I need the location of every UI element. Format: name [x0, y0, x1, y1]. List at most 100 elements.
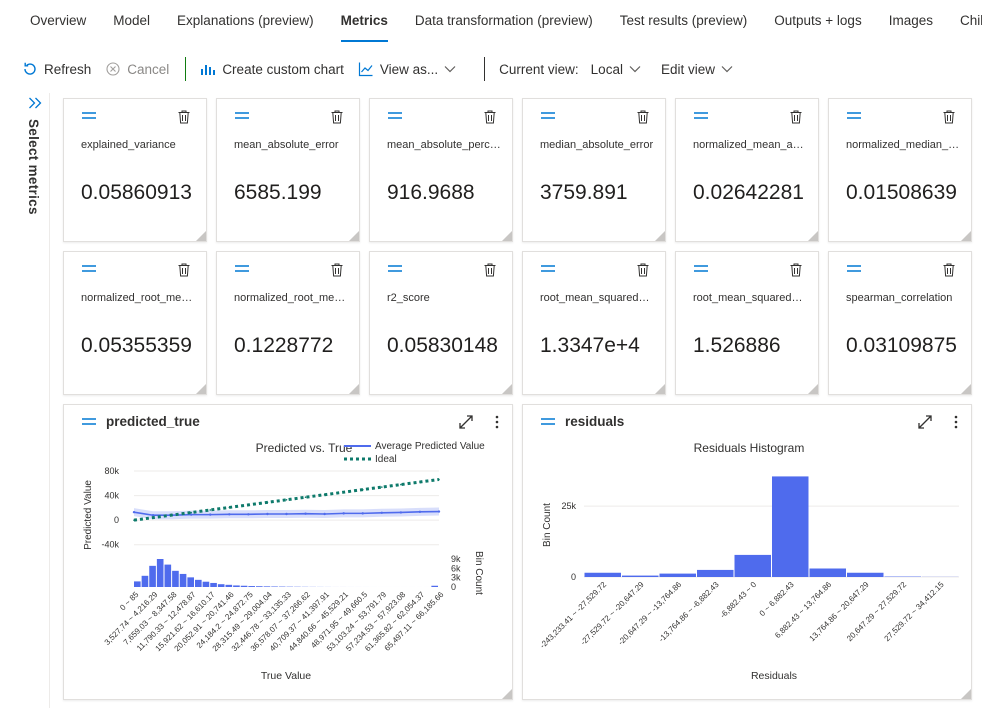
refresh-button[interactable]: Refresh	[22, 61, 91, 77]
x-tick-label: -20,647.29 ~ -13,764.86	[616, 580, 683, 647]
drag-handle-icon[interactable]	[82, 418, 96, 426]
drag-handle-icon[interactable]	[541, 418, 555, 426]
count-tick-label: 6k	[451, 563, 461, 573]
delete-icon[interactable]	[484, 110, 496, 124]
more-options-icon[interactable]	[953, 414, 959, 430]
panel-title: predicted_true	[106, 414, 200, 429]
refresh-icon	[24, 62, 36, 75]
data-point-average	[342, 512, 345, 515]
data-point-ideal	[323, 493, 326, 496]
edit-view-dropdown[interactable]: Edit view	[661, 62, 739, 77]
drag-handle-icon[interactable]	[847, 112, 861, 120]
drag-handle-icon[interactable]	[235, 112, 249, 120]
resize-handle[interactable]	[961, 231, 971, 241]
x-tick-label: -27,529.72 ~ -20,647.29	[579, 580, 646, 647]
tab-overview[interactable]: Overview	[30, 13, 87, 28]
resize-handle[interactable]	[502, 231, 512, 241]
histogram-bar	[659, 573, 696, 577]
resize-handle[interactable]	[502, 689, 512, 699]
data-point-ideal	[285, 499, 288, 501]
metric-name: mean_absolute_perce...	[387, 139, 502, 151]
tab-data-transformation-preview[interactable]: Data transformation (preview)	[414, 13, 593, 28]
drag-handle-icon[interactable]	[82, 265, 96, 273]
drag-handle-icon[interactable]	[82, 112, 96, 120]
drag-handle-icon[interactable]	[541, 112, 555, 120]
drag-handle-icon[interactable]	[235, 265, 249, 273]
y-tick-label: 0	[114, 515, 119, 525]
count-bar	[156, 559, 164, 587]
residuals-panel: residuals Residuals Histogram Bin Count 25…	[522, 404, 972, 700]
metric-value: 916.9688	[387, 181, 475, 204]
resize-handle[interactable]	[655, 384, 665, 394]
delete-icon[interactable]	[637, 110, 649, 124]
tab-model[interactable]: Model	[113, 13, 151, 28]
expand-icon[interactable]	[458, 414, 474, 430]
view-as-dropdown[interactable]: View as...	[358, 61, 462, 77]
metric-value: 0.01508639	[846, 181, 957, 204]
resize-handle[interactable]	[196, 384, 206, 394]
drag-handle-icon[interactable]	[694, 265, 708, 273]
current-view-dropdown[interactable]: Local	[591, 62, 647, 77]
metric-name: normalized_mean_abs...	[693, 139, 808, 151]
delete-icon[interactable]	[331, 263, 343, 277]
metric-value: 6585.199	[234, 181, 322, 204]
data-point-average	[151, 514, 155, 517]
x-tick-label: 0 ~ 6,882.43	[758, 580, 796, 618]
expand-icon[interactable]	[917, 414, 933, 430]
resize-handle[interactable]	[808, 384, 818, 394]
delete-icon[interactable]	[943, 263, 955, 277]
cancel-button[interactable]: Cancel	[105, 61, 169, 77]
metric-card: normalized_root_mea... 0.05355359	[63, 251, 207, 395]
count-bar	[141, 575, 149, 587]
tab-metrics[interactable]: Metrics	[340, 0, 389, 42]
resize-handle[interactable]	[502, 384, 512, 394]
delete-icon[interactable]	[943, 110, 955, 124]
resize-handle[interactable]	[808, 231, 818, 241]
data-point-ideal	[190, 511, 192, 514]
delete-icon[interactable]	[637, 263, 649, 277]
delete-icon[interactable]	[331, 110, 343, 124]
resize-handle[interactable]	[961, 384, 971, 394]
metric-value: 0.05830148	[387, 334, 498, 357]
drag-handle-icon[interactable]	[541, 265, 555, 273]
drag-handle-icon[interactable]	[694, 112, 708, 120]
drag-handle-icon[interactable]	[388, 112, 402, 120]
delete-icon[interactable]	[790, 263, 802, 277]
predicted-true-panel: predicted_true Predicted vs. True Average…	[63, 404, 513, 700]
tab-outputs-logs[interactable]: Outputs + logs	[774, 13, 862, 28]
resize-handle[interactable]	[349, 231, 359, 241]
delete-icon[interactable]	[178, 263, 190, 277]
metric-card: normalized_root_mea... 0.1228772	[216, 251, 360, 395]
drag-handle-icon[interactable]	[388, 265, 402, 273]
resize-handle[interactable]	[349, 384, 359, 394]
resize-handle[interactable]	[961, 689, 971, 699]
tab-test-results-preview[interactable]: Test results (preview)	[619, 13, 748, 28]
delete-icon[interactable]	[484, 263, 496, 277]
count-tick-label: 9k	[451, 554, 461, 564]
delete-icon[interactable]	[790, 110, 802, 124]
y-tick-label: 25k	[561, 501, 576, 511]
x-tick-label: -6,882.43 ~ 0	[718, 580, 758, 620]
toolbar-separator	[484, 57, 486, 81]
double-chevron-right-icon[interactable]	[28, 97, 42, 109]
data-point-average	[266, 512, 269, 516]
x-axis-label: True Value	[261, 670, 311, 682]
drag-handle-icon[interactable]	[847, 265, 861, 273]
create-custom-chart-button[interactable]: Create custom chart	[200, 61, 344, 77]
tab-explanations-preview[interactable]: Explanations (preview)	[177, 13, 314, 28]
data-point-average	[209, 513, 212, 516]
select-metrics-label[interactable]: Select metrics	[26, 119, 41, 215]
create-custom-chart-label: Create custom chart	[222, 61, 344, 77]
histogram-bar	[734, 554, 771, 577]
delete-icon[interactable]	[178, 110, 190, 124]
count-bar	[217, 584, 225, 587]
tab-images[interactable]: Images	[888, 13, 933, 28]
tab-bar: Overview Model Explanations (preview) Metri…	[0, 0, 982, 42]
more-options-icon[interactable]	[494, 414, 500, 430]
resize-handle[interactable]	[655, 231, 665, 241]
data-point-ideal	[400, 483, 402, 486]
resize-handle[interactable]	[196, 231, 206, 241]
data-point-ideal	[133, 519, 135, 521]
chevron-down-icon	[721, 66, 733, 73]
tab-child-jobs[interactable]: Child jobs	[959, 13, 982, 28]
